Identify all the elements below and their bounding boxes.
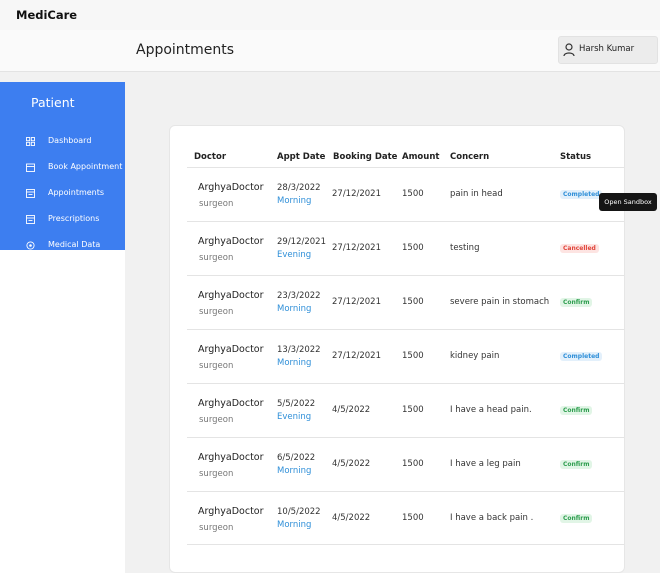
amount: 1500 [402, 351, 424, 361]
table-row[interactable]: ArghyaDoctor surgeon 6/5/2022 Morning 4/… [187, 437, 624, 491]
appt-date: 23/3/2022 [277, 291, 321, 301]
user-icon [563, 43, 575, 57]
appt-shift: Morning [277, 358, 312, 368]
sidebar-title: Patient [31, 95, 75, 110]
sidebar-item-medical-data[interactable]: Medical Data [26, 238, 125, 250]
appt-date: 13/3/2022 [277, 345, 321, 355]
sidebar-item-label: Appointments [48, 188, 105, 197]
status-badge: Confirm [560, 298, 593, 307]
concern: I have a head pain. [450, 405, 532, 415]
booking-date: 27/12/2021 [332, 351, 381, 361]
sidebar-lower-area [0, 250, 125, 573]
appt-shift: Morning [277, 520, 312, 530]
status-badge: Confirm [560, 460, 593, 469]
doctor-specialty: surgeon [199, 307, 234, 317]
status-badge: Completed [560, 352, 603, 361]
booking-date: 4/5/2022 [332, 405, 371, 415]
amount: 1500 [402, 189, 424, 199]
user-menu-button[interactable] [558, 36, 658, 64]
concern: kidney pain [450, 351, 500, 361]
page-header [0, 30, 660, 72]
appt-date: 10/5/2022 [277, 507, 321, 517]
table-row[interactable]: ArghyaDoctor surgeon 5/5/2022 Evening 4/… [187, 383, 624, 437]
grid-icon [26, 137, 35, 146]
appt-shift: Morning [277, 304, 312, 314]
booking-date: 4/5/2022 [332, 459, 371, 469]
status-badge: Completed [560, 190, 603, 199]
doctor-name: ArghyaDoctor [198, 452, 264, 463]
sidebar-item-label: Book Appointment [48, 162, 123, 171]
settings-icon [26, 241, 35, 250]
doctor-name: ArghyaDoctor [198, 398, 264, 409]
list-icon [26, 189, 35, 198]
concern: testing [450, 243, 480, 253]
status-badge: Confirm [560, 406, 593, 415]
open-sandbox-tooltip[interactable]: Open Sandbox [599, 193, 657, 211]
concern: severe pain in stomach [450, 297, 550, 307]
column-header-status[interactable]: Status [560, 152, 592, 162]
sidebar-item-book-appointment[interactable]: Book Appointment [26, 160, 125, 176]
amount: 1500 [402, 459, 424, 469]
calendar-icon [26, 163, 35, 172]
table-row[interactable]: ArghyaDoctor surgeon 23/3/2022 Morning 2… [187, 275, 624, 329]
booking-date: 27/12/2021 [332, 189, 381, 199]
amount: 1500 [402, 297, 424, 307]
doctor-name: ArghyaDoctor [198, 344, 264, 355]
brand-logo-text[interactable]: MediCare [16, 8, 78, 22]
doctor-specialty: surgeon [199, 199, 234, 209]
top-bar: MediCare [0, 0, 660, 30]
appointments-card: Doctor Appt Date Booking Date Amount Con… [169, 125, 625, 573]
doctor-specialty: surgeon [199, 361, 234, 371]
table-row[interactable]: ArghyaDoctor surgeon 10/5/2022 Morning 4… [187, 491, 624, 545]
column-header-appt-date[interactable]: Appt Date [277, 152, 326, 162]
booking-date: 27/12/2021 [332, 243, 381, 253]
appt-date: 29/12/2021 [277, 237, 326, 247]
doctor-name: ArghyaDoctor [198, 236, 264, 247]
appt-date: 28/3/2022 [277, 183, 321, 193]
page-title: Appointments [136, 42, 235, 58]
sidebar-item-dashboard[interactable]: Dashboard [26, 134, 125, 150]
table-row[interactable]: ArghyaDoctor surgeon 13/3/2022 Morning 2… [187, 329, 624, 383]
appt-date: 6/5/2022 [277, 453, 316, 463]
doctor-specialty: surgeon [199, 415, 234, 425]
column-header-doctor[interactable]: Doctor [194, 152, 227, 162]
amount: 1500 [402, 405, 424, 415]
sidebar-item-label: Dashboard [48, 136, 92, 145]
sidebar-item-appointments[interactable]: Appointments [26, 186, 125, 202]
sidebar-item-prescriptions[interactable]: Prescriptions [26, 212, 125, 228]
sidebar: Patient Dashboard Book Appointment Appoi… [0, 82, 125, 250]
sidebar-item-label: Medical Data [48, 240, 101, 249]
doctor-specialty: surgeon [199, 469, 234, 479]
doctor-specialty: surgeon [199, 523, 234, 533]
doctor-name: ArghyaDoctor [198, 290, 264, 301]
concern: pain in head [450, 189, 503, 199]
concern: I have a leg pain [450, 459, 521, 469]
column-header-amount[interactable]: Amount [402, 152, 440, 162]
doctor-specialty: surgeon [199, 253, 234, 263]
booking-date: 4/5/2022 [332, 513, 371, 523]
amount: 1500 [402, 243, 424, 253]
sidebar-item-label: Prescriptions [48, 214, 100, 223]
appt-date: 5/5/2022 [277, 399, 316, 409]
user-name: Harsh Kumar [579, 44, 635, 54]
concern: I have a back pain . [450, 513, 534, 523]
doctor-name: ArghyaDoctor [198, 506, 264, 517]
appt-shift: Morning [277, 196, 312, 206]
column-header-booking-date[interactable]: Booking Date [333, 152, 398, 162]
amount: 1500 [402, 513, 424, 523]
document-icon [26, 215, 35, 224]
status-badge: Cancelled [560, 244, 599, 253]
appt-shift: Evening [277, 250, 312, 260]
booking-date: 27/12/2021 [332, 297, 381, 307]
column-header-concern[interactable]: Concern [450, 152, 490, 162]
table-row[interactable]: ArghyaDoctor surgeon 29/12/2021 Evening … [187, 221, 624, 275]
table-row[interactable]: ArghyaDoctor surgeon 28/3/2022 Morning 2… [187, 167, 624, 221]
appt-shift: Evening [277, 412, 312, 422]
status-badge: Confirm [560, 514, 593, 523]
appt-shift: Morning [277, 466, 312, 476]
doctor-name: ArghyaDoctor [198, 182, 264, 193]
